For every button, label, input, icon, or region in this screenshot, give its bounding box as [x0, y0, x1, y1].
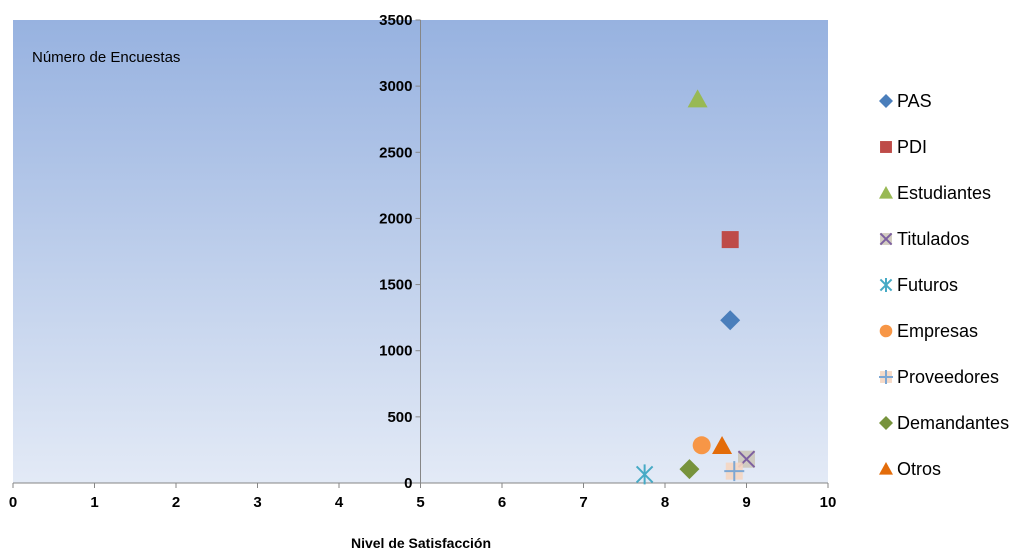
legend-label: Estudiantes [897, 183, 991, 203]
legend-marker-pas [879, 94, 893, 108]
x-tick-label: 10 [820, 494, 837, 511]
legend-item-proveedores: Proveedores [879, 367, 999, 387]
legend-label: Demandantes [897, 413, 1009, 433]
y-tick-label: 500 [387, 409, 412, 426]
y-tick-label: 3000 [379, 78, 412, 95]
x-tick-label: 9 [742, 494, 750, 511]
legend-item-pdi: PDI [880, 137, 927, 157]
legend-label: Proveedores [897, 367, 999, 387]
data-point-estudiantes [687, 89, 708, 108]
y-tick-labels: 0 500 1000 1500 2000 2500 3000 3500 [379, 12, 412, 492]
legend-item-titulados: Titulados [879, 229, 969, 249]
legend: PAS PDI Estudiantes Titulados Futuros Empresa… [879, 91, 1009, 479]
x-tick-label: 3 [253, 494, 261, 511]
legend-label: PDI [897, 137, 927, 157]
legend-marker-otros [879, 462, 893, 475]
data-point-pdi [721, 231, 739, 249]
data-point-futuros [635, 464, 654, 485]
y-tick-label: 3500 [379, 12, 412, 29]
legend-label: Empresas [897, 321, 978, 341]
legend-item-demandantes: Demandantes [879, 413, 1009, 433]
legend-marker-titulados [879, 232, 893, 246]
x-tick-labels: 0 1 2 3 4 5 6 7 8 9 10 [9, 494, 837, 511]
legend-marker-estudiantes [879, 186, 893, 199]
legend-marker-proveedores [879, 370, 893, 384]
y-tick-label: 2500 [379, 144, 412, 161]
data-points [635, 89, 756, 485]
legend-label: Futuros [897, 275, 958, 295]
x-tick-label: 2 [172, 494, 180, 511]
legend-marker-empresas [879, 324, 893, 338]
data-point-otros [712, 435, 733, 454]
legend-item-otros: Otros [879, 459, 941, 479]
data-point-demandantes [679, 459, 700, 480]
y-tick-label: 1500 [379, 277, 412, 294]
y-axis-title: Número de Encuestas [32, 49, 180, 66]
legend-item-estudiantes: Estudiantes [879, 183, 991, 203]
y-tick-label: 0 [404, 475, 412, 492]
y-tick-label: 1000 [379, 343, 412, 360]
legend-item-pas: PAS [879, 91, 932, 111]
x-tick-label: 1 [90, 494, 98, 511]
x-tick-label: 6 [498, 494, 506, 511]
x-tick-label: 7 [579, 494, 587, 511]
legend-label: Titulados [897, 229, 969, 249]
legend-marker-futuros [879, 278, 893, 292]
legend-label: PAS [897, 91, 932, 111]
x-tick-label: 0 [9, 494, 17, 511]
legend-item-futuros: Futuros [879, 275, 958, 295]
legend-marker-pdi [880, 141, 892, 153]
legend-marker-demandantes [879, 416, 893, 430]
data-point-pas [720, 310, 741, 331]
y-tick-label: 2000 [379, 210, 412, 227]
data-point-proveedores [724, 461, 745, 482]
axes [12, 19, 829, 488]
x-axis-title: Nivel de Satisfacción [351, 535, 491, 551]
x-tick-label: 8 [661, 494, 669, 511]
x-tick-label: 4 [335, 494, 344, 511]
data-point-empresas [692, 436, 711, 455]
legend-label: Otros [897, 459, 941, 479]
legend-item-empresas: Empresas [879, 321, 978, 341]
x-tick-label: 5 [416, 494, 424, 511]
